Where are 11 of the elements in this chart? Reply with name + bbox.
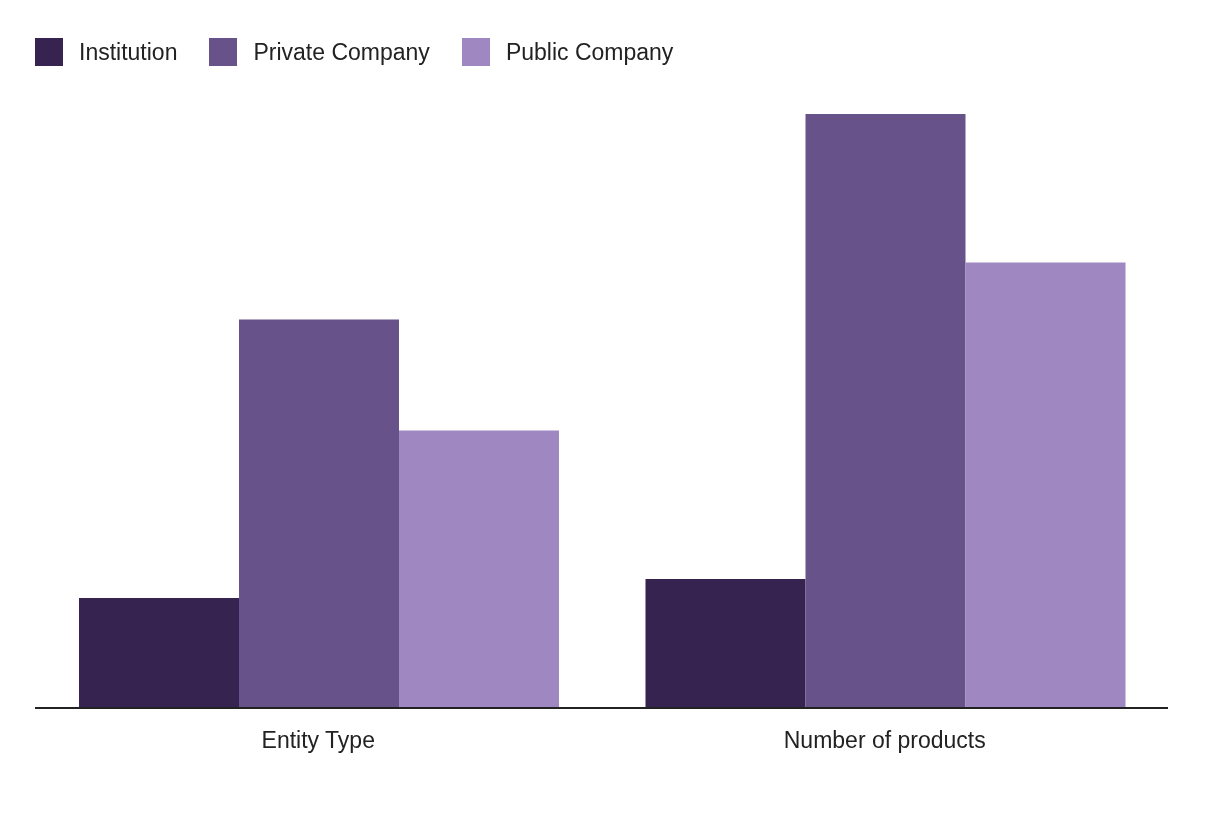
bar bbox=[239, 319, 399, 708]
legend-label: Public Company bbox=[505, 38, 674, 66]
legend-label: Private Company bbox=[253, 38, 430, 66]
bar bbox=[965, 262, 1126, 708]
bar bbox=[79, 598, 239, 708]
x-tick-label: Entity Type bbox=[261, 727, 375, 754]
x-tick-label: Number of products bbox=[783, 727, 986, 754]
bar bbox=[399, 430, 559, 708]
bar bbox=[805, 114, 966, 708]
legend-label: Institution bbox=[79, 38, 178, 66]
bar bbox=[645, 579, 806, 708]
